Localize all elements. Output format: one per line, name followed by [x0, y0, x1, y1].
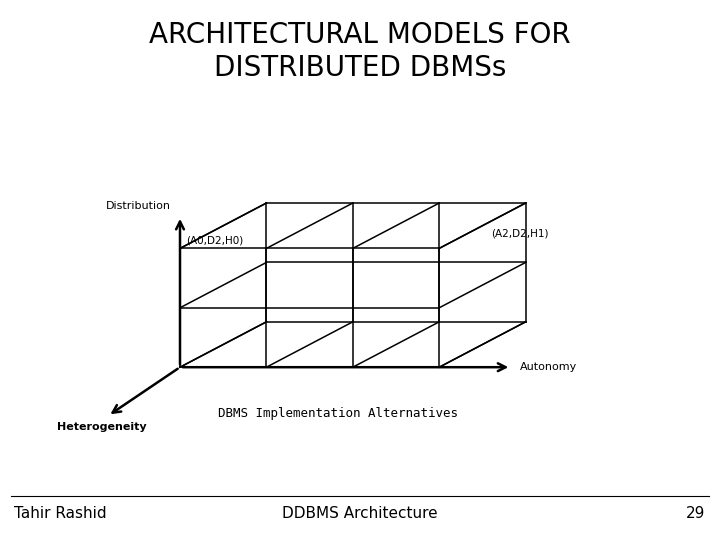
Text: (A2,D2,H1): (A2,D2,H1) — [491, 228, 549, 239]
Text: Heterogeneity: Heterogeneity — [58, 422, 147, 433]
Text: DDBMS Architecture: DDBMS Architecture — [282, 505, 438, 521]
Text: DBMS Implementation Alternatives: DBMS Implementation Alternatives — [218, 407, 459, 420]
Text: 29: 29 — [686, 505, 706, 521]
Text: ARCHITECTURAL MODELS FOR: ARCHITECTURAL MODELS FOR — [149, 21, 571, 49]
Text: Tahir Rashid: Tahir Rashid — [14, 505, 107, 521]
Text: Distribution: Distribution — [107, 200, 171, 211]
Text: Autonomy: Autonomy — [520, 362, 577, 372]
Text: ARCHITECTURAL MODELS FOR: ARCHITECTURAL MODELS FOR — [419, 21, 720, 49]
Text: (A0,D2,H0): (A0,D2,H0) — [186, 235, 243, 246]
Text: DISTRIBUTED DBMSs: DISTRIBUTED DBMSs — [214, 53, 506, 82]
